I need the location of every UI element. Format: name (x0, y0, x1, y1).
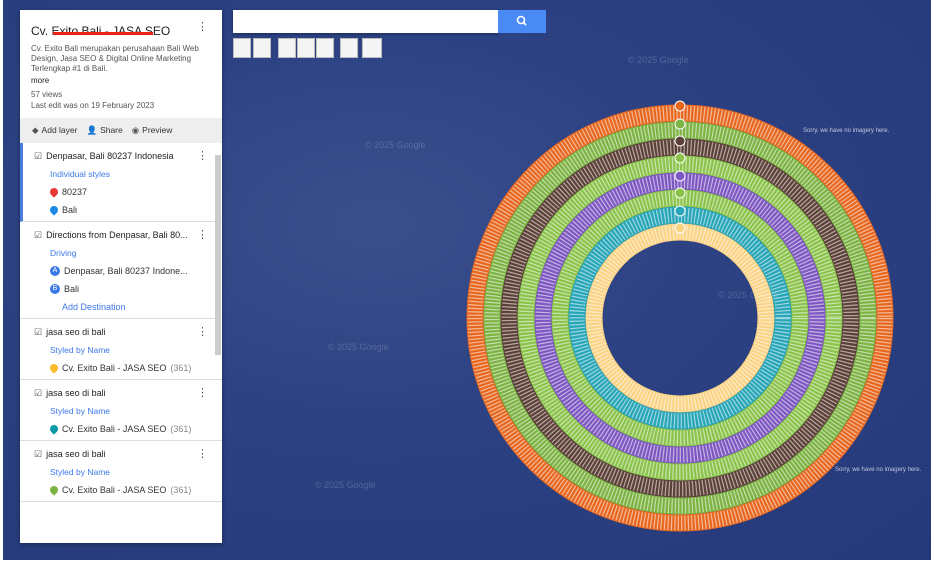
layer-item[interactable]: Bali (48, 204, 212, 216)
pin[interactable] (674, 118, 686, 130)
undo-button[interactable] (233, 38, 251, 58)
item-count: (361) (170, 363, 192, 373)
marker-rings (466, 100, 894, 532)
action-icon: ◉ (131, 125, 140, 135)
pin[interactable] (674, 135, 686, 147)
layer-name[interactable]: jasa seo di bali (34, 327, 212, 338)
waypoint-marker: B (50, 284, 60, 294)
item-text: Cv. Exito Bali - JASA SEO (62, 363, 167, 373)
layer-style[interactable]: Styled by Name (50, 467, 110, 477)
layer-menu[interactable]: ⋮ (197, 229, 208, 241)
line-tool[interactable] (316, 38, 334, 58)
layer-item[interactable]: A Denpasar, Bali 80237 Indone... (50, 266, 212, 276)
pin[interactable] (674, 187, 686, 199)
item-text: Bali (64, 284, 80, 294)
redo-button[interactable] (253, 38, 271, 58)
layer-menu[interactable]: ⋮ (197, 448, 208, 460)
layer-name[interactable]: jasa seo di bali (34, 449, 212, 460)
item-text: Cv. Exito Bali - JASA SEO (62, 485, 167, 495)
item-text: Cv. Exito Bali - JASA SEO (62, 424, 167, 434)
layer-item[interactable]: Cv. Exito Bali - JASA SEO (361) (48, 484, 212, 496)
layer-menu[interactable]: ⋮ (197, 150, 208, 162)
watermark: © 2025 Google (315, 480, 376, 490)
views: 57 views (31, 90, 63, 99)
pin[interactable] (674, 100, 686, 112)
action-label: Preview (142, 125, 173, 135)
layer-item[interactable]: 80237 (48, 186, 212, 198)
last-edit: Last edit was on 19 February 2023 (31, 101, 155, 110)
pin-icon (48, 423, 60, 435)
search-icon (516, 15, 527, 26)
action-button[interactable]: ◆ Add layer (32, 125, 77, 136)
item-text: Denpasar, Bali 80237 Indone... (64, 266, 188, 276)
search-box[interactable] (233, 10, 498, 33)
waypoint-marker: A (50, 266, 60, 276)
watermark: © 2025 Google (628, 55, 689, 65)
layer-menu[interactable]: ⋮ (197, 387, 208, 399)
watermark: © 2025 Google (328, 342, 389, 352)
layer-item[interactable]: Cv. Exito Bali - JASA SEO (361) (48, 362, 212, 374)
more-link[interactable]: more (31, 76, 50, 85)
layer-style[interactable]: Styled by Name (50, 406, 110, 416)
directions-tool[interactable] (340, 38, 358, 58)
action-button[interactable]: ◉ Preview (132, 125, 173, 136)
layer: Denpasar, Bali 80237 Indonesia⋮ Individua… (20, 143, 222, 222)
layer: jasa seo di bali⋮ Styled by Name Cv. Exito… (20, 319, 222, 380)
layer-name[interactable]: Denpasar, Bali 80237 Indonesia (34, 151, 212, 162)
map-title[interactable]: Cv. Exito Bali - JASA SEO (31, 24, 171, 38)
marker-tool[interactable] (297, 38, 315, 58)
item-count: (361) (170, 485, 192, 495)
pin-icon (48, 204, 60, 216)
action-label: Share (100, 125, 123, 135)
layer-style[interactable]: Individual styles (50, 169, 111, 179)
pin[interactable] (674, 170, 686, 182)
sidebar: ⋮ Cv. Exito Bali - JASA SEO Cv. Exito Ba… (20, 10, 222, 543)
pin[interactable] (674, 152, 686, 164)
watermark: © 2025 Google (718, 290, 779, 300)
layer: jasa seo di bali⋮ Styled by Name Cv. Exito… (20, 380, 222, 441)
no-imagery: Sorry, we have no imagery here. (835, 467, 922, 473)
item-text: 80237 (62, 187, 88, 197)
action-label: Add layer (41, 125, 78, 135)
pin-icon (48, 362, 60, 374)
layers-list: Denpasar, Bali 80237 Indonesia⋮Individua… (20, 143, 222, 502)
action-icon: ◆ (32, 125, 39, 135)
pin[interactable] (674, 222, 686, 234)
redaction (53, 32, 153, 35)
scrollbar[interactable] (215, 155, 221, 355)
measure-tool[interactable] (362, 38, 382, 58)
map-description: Cv. Exito Bali merupakan perusahaan Bali… (31, 44, 199, 73)
layer-style[interactable]: Driving (50, 248, 77, 258)
select-tool[interactable] (278, 38, 296, 58)
layer: Directions from Denpasar, Bali 80...⋮ Dri… (20, 222, 222, 319)
actions-bar: ◆ Add layer 👤 Share ◉ Preview (20, 118, 222, 143)
layer-item[interactable]: B Bali (50, 284, 212, 294)
search-button[interactable] (498, 10, 546, 33)
add-destination[interactable]: Add Destination (62, 302, 126, 312)
layer-item[interactable]: Cv. Exito Bali - JASA SEO (361) (48, 423, 212, 435)
menu-button[interactable]: ⋮ (197, 21, 208, 33)
layer: jasa seo di bali⋮ Styled by Name Cv. Exito… (20, 441, 222, 502)
no-imagery: Sorry, we have no imagery here. (803, 128, 890, 134)
pin-icon (48, 484, 60, 496)
layer-menu[interactable]: ⋮ (197, 326, 208, 338)
pin-icon (48, 186, 60, 198)
layer-name[interactable]: Directions from Denpasar, Bali 80... (34, 230, 212, 241)
map-header: ⋮ Cv. Exito Bali - JASA SEO Cv. Exito Ba… (20, 10, 222, 118)
watermark: © 2025 Google (365, 140, 426, 150)
item-count: (361) (170, 424, 192, 434)
layer-name[interactable]: jasa seo di bali (34, 388, 212, 399)
pin[interactable] (674, 205, 686, 217)
action-icon: 👤 (86, 125, 98, 135)
item-text: Bali (62, 205, 78, 215)
layer-style[interactable]: Styled by Name (50, 345, 110, 355)
action-button[interactable]: 👤 Share (86, 125, 122, 136)
